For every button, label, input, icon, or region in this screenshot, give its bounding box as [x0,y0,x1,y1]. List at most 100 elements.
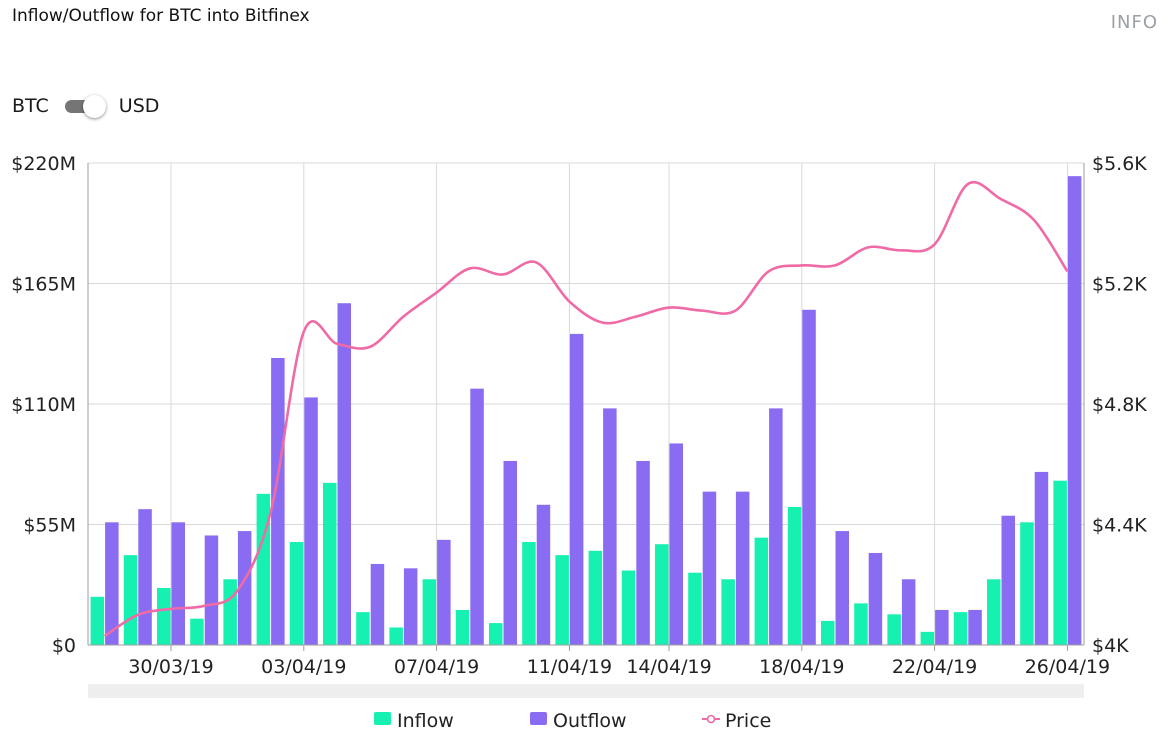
outflow-bar[interactable] [1034,471,1049,645]
legend-item-price[interactable]: Price [702,710,771,732]
outflow-bar[interactable] [337,303,352,645]
outflow-bar[interactable] [105,522,119,645]
outflow-bar[interactable] [437,539,451,645]
inflow-bar[interactable] [522,542,536,645]
outflow-bar[interactable] [403,568,418,645]
x-axis-tick-label: 26/04/19 [1025,656,1110,678]
x-axis-tick-label: 18/04/19 [759,656,844,678]
outflow-bar[interactable] [868,552,883,645]
inflow-bar[interactable] [489,623,503,645]
right-axis-tick-label: $4.8K [1092,394,1147,416]
inflow-bar[interactable] [1053,480,1067,645]
outflow-bar[interactable] [470,388,484,645]
inflow-bar[interactable] [422,579,437,645]
inflow-bar[interactable] [190,618,204,645]
outflow-bar[interactable] [735,491,750,645]
inflow-bar[interactable] [223,579,237,645]
x-axis-tick-label: 14/04/19 [626,656,711,678]
x-axis-tick-label: 07/04/19 [394,656,479,678]
grid-layer [88,162,1084,646]
right-axis-tick-label: $4K [1092,635,1129,657]
toggle-label-usd: USD [118,95,160,117]
left-axis-tick-label: $220M [11,153,76,175]
outflow-bar[interactable] [835,531,850,645]
outflow-bar[interactable] [669,443,684,645]
inflow-bar[interactable] [787,506,802,645]
right-axis-tick-label: $4.4K [1092,515,1147,537]
outflow-bar[interactable] [968,609,982,645]
left-axis-tick-label: $165M [11,274,76,296]
inflow-bar[interactable] [655,544,669,645]
outflow-bar[interactable] [237,531,252,645]
outflow-bar[interactable] [935,609,949,645]
outflow-bar[interactable] [138,509,152,645]
outflow-bar[interactable] [536,504,551,645]
bars-layer [90,176,1082,646]
outflow-bar[interactable] [569,333,584,645]
currency-toggle-row: BTC USD [12,92,159,120]
inflow-bar[interactable] [821,620,835,645]
outflow-bar[interactable] [802,309,816,645]
price-line[interactable] [103,181,1069,638]
inflow-bar[interactable] [854,603,868,645]
outflow-bar[interactable] [769,408,783,645]
inflow-bar[interactable] [323,482,337,645]
legend-label-inflow: Inflow [397,710,454,732]
outflow-bar[interactable] [901,579,916,645]
outflow-bar[interactable] [503,460,518,645]
x-axis-tick-label: 11/04/19 [527,656,612,678]
axis-layer: $0 $55M $110M $165M $220M $4K $4.4K $4.8K $5.2K $… [11,153,1147,698]
outflow-bar[interactable] [370,563,385,645]
inflow-bar[interactable] [90,596,105,645]
inflow-bar[interactable] [157,588,171,645]
inflow-bar[interactable] [123,555,138,645]
inflow-bar[interactable] [987,579,1001,645]
outflow-bar[interactable] [636,460,650,645]
legend-label-price: Price [725,710,771,732]
left-axis-tick-label: $110M [11,394,76,416]
inflow-bar[interactable] [621,570,636,645]
toggle-knob[interactable] [82,95,106,118]
outflow-bar[interactable] [304,397,318,645]
legend-label-outflow: Outflow [553,710,627,732]
outflow-bar[interactable] [1067,176,1082,646]
chart-scrollbar[interactable] [88,684,1084,698]
outflow-bar[interactable] [204,535,219,645]
right-axis-tick-label: $5.6K [1092,153,1147,175]
inflow-bar[interactable] [721,579,735,645]
chart-title: Inflow/Outflow for BTC into Bitfinex [12,6,310,26]
right-axis-tick-label: $5.2K [1092,274,1147,296]
inflow-bar[interactable] [1020,522,1034,645]
price-line-layer [103,181,1069,638]
inflow-bar[interactable] [389,627,403,645]
outflow-bar[interactable] [171,522,186,645]
inflow-bar[interactable] [953,612,968,645]
info-button[interactable]: INFO [1110,12,1158,33]
inflow-bar[interactable] [588,550,603,645]
inflow-bar[interactable] [688,572,702,645]
legend-swatch-marker-price [706,714,716,724]
legend-item-inflow[interactable]: Inflow [374,710,454,732]
inflow-bar[interactable] [356,612,370,645]
outflow-bar[interactable] [271,357,285,645]
x-axis-tick-label: 22/04/19 [892,656,977,678]
legend-item-outflow[interactable]: Outflow [530,710,627,732]
x-axis-tick-label: 03/04/19 [261,656,346,678]
inflow-bar[interactable] [754,537,769,645]
outflow-bar[interactable] [1001,515,1016,645]
inflow-bar[interactable] [455,609,470,645]
toggle-label-btc: BTC [12,95,49,117]
legend: Inflow Outflow Price [374,710,771,732]
outflow-bar[interactable] [603,408,617,645]
x-axis-tick-label: 30/03/19 [128,656,213,678]
inflow-bar[interactable] [256,493,271,645]
inflow-bar[interactable] [920,631,935,645]
inflow-bar[interactable] [289,542,304,645]
inflow-bar[interactable] [555,555,569,645]
outflow-bar[interactable] [702,491,717,645]
inflow-bar[interactable] [887,614,901,645]
legend-swatch-inflow [374,712,391,725]
currency-toggle-switch[interactable] [63,93,106,119]
